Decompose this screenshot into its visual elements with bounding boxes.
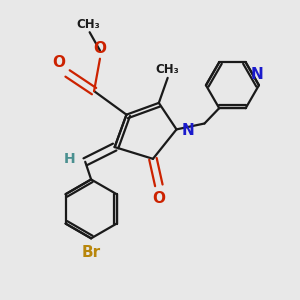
Text: CH₃: CH₃ [76, 18, 100, 31]
Text: O: O [52, 56, 65, 70]
Text: N: N [182, 123, 195, 138]
Text: Br: Br [82, 245, 101, 260]
Text: O: O [93, 41, 106, 56]
Text: O: O [152, 190, 165, 206]
Text: CH₃: CH₃ [156, 62, 179, 76]
Text: H: H [63, 152, 75, 166]
Text: N: N [250, 67, 263, 82]
